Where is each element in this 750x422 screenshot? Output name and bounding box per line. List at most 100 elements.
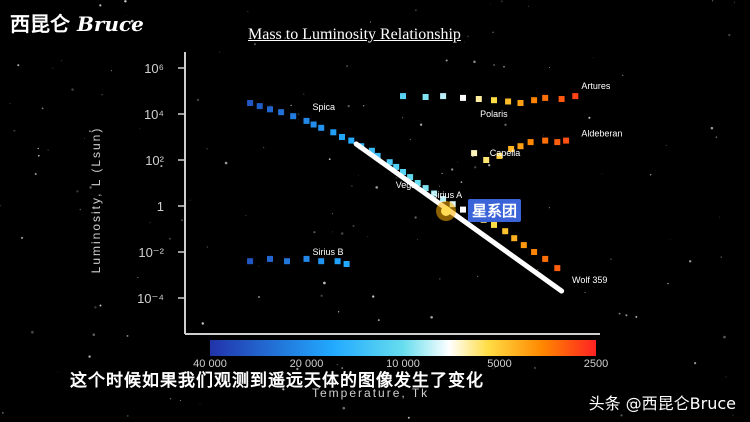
x-axis-label: Temperature, Tk [312,386,430,400]
star-point-giants [491,97,497,104]
background-star [720,256,722,258]
background-star [584,291,586,294]
background-star [269,105,271,107]
star-label: Spica [313,102,336,112]
star-point-giants [554,139,561,146]
background-star [79,208,82,211]
background-star [76,190,79,193]
background-star [296,367,299,371]
background-star [137,276,139,279]
x-tick-label: 5000 [487,358,511,370]
background-star [719,216,720,218]
background-star [34,172,37,176]
background-star [588,116,591,119]
background-star [395,177,397,179]
star-point-main_sequence [414,180,421,186]
background-star [181,219,183,222]
star-point-giants [400,93,406,100]
background-star [341,367,344,370]
star-point-giants [572,93,579,100]
background-star [201,322,205,325]
platform-watermark: 头条 @西昆仑Bruce [588,394,736,413]
star-label: Aldeberan [581,129,622,139]
background-star [13,129,16,132]
background-star [665,144,667,146]
background-star [451,168,454,171]
background-star [362,105,365,107]
star-cluster-marker [436,201,456,221]
background-star [149,222,151,224]
star-point-main_sequence [256,103,263,110]
background-star [493,63,496,67]
background-star [178,372,180,374]
background-star [320,294,323,297]
background-star [89,186,92,189]
background-star [430,316,433,319]
background-star [328,158,331,161]
background-star [199,403,201,404]
background-star [622,74,624,76]
background-star [728,33,731,37]
background-star [351,185,353,187]
chart-axes [184,52,600,335]
star-label: Wolf 359 [572,275,607,285]
background-star [649,174,652,176]
background-star [263,147,265,149]
background-star [618,312,621,315]
background-star [610,258,612,261]
background-star [99,4,102,7]
background-star [89,130,91,132]
background-star [369,21,372,23]
background-star [670,239,671,241]
star-point-main_sequence [460,206,466,213]
star-point-main_sequence [400,169,406,175]
brand-logo: 西昆仑 Bruce [10,8,144,37]
background-star [323,281,326,285]
background-star [711,0,714,2]
background-star [169,398,172,400]
background-star [332,213,333,215]
star-point-white_dwarfs [334,258,341,265]
x-tick-label: 2500 [584,358,608,370]
background-star [124,0,127,3]
background-star [473,166,477,169]
background-star [219,51,221,53]
star-point-main_sequence [290,113,297,120]
background-star [127,415,129,417]
background-star [601,173,603,175]
background-star [375,186,378,189]
background-star [477,275,479,277]
y-tick-label: 10⁶ [144,61,164,76]
background-star [441,172,443,175]
star-point-main_sequence [267,106,273,113]
star-point-giants [505,98,512,105]
background-star [340,232,344,235]
background-star [715,136,718,138]
background-star [407,416,410,419]
background-star [460,181,463,183]
star-point-white_dwarfs [247,258,254,265]
star-point-giants [483,157,490,163]
star-point-giants [558,96,565,102]
star-point-main_sequence [368,147,375,154]
background-star [52,67,54,69]
background-star [245,215,247,216]
background-star [331,231,333,233]
background-star [247,11,249,12]
background-star [101,93,103,96]
background-star [302,93,305,95]
star-point-white_dwarfs [343,261,350,267]
background-star [367,236,369,238]
background-star [395,397,397,399]
background-star [130,19,134,23]
background-star [139,127,141,129]
background-star [328,30,332,34]
background-star [37,154,40,157]
star-point-giants [496,152,503,159]
background-star [693,361,697,365]
background-star [57,371,59,373]
background-star [31,330,34,334]
x-tick-label: 40 000 [193,358,227,370]
background-star [494,366,496,368]
